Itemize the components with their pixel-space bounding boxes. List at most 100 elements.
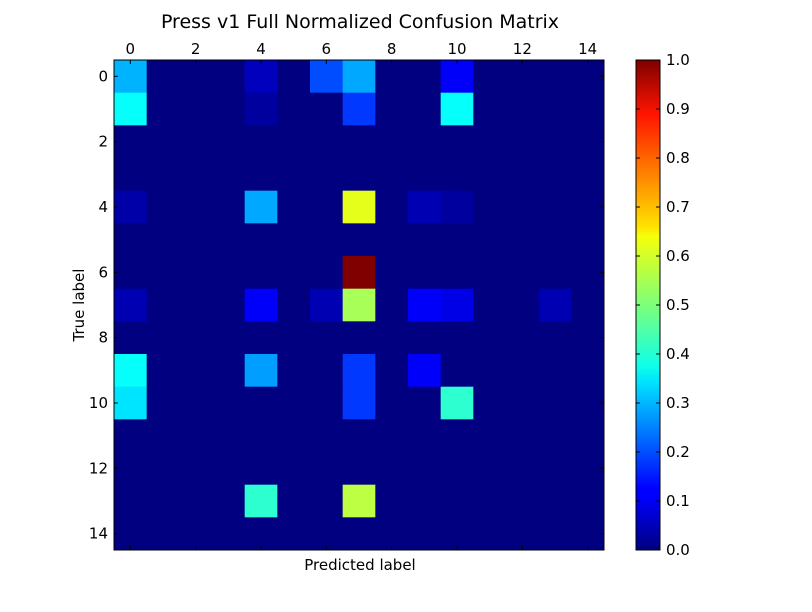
heatmap-cell xyxy=(146,354,180,388)
heatmap-cell xyxy=(473,386,507,420)
heatmap-cell xyxy=(506,452,540,486)
x-axis-ticks: 0 2 4 6 8 10 12 14 xyxy=(126,40,597,550)
heatmap-cell xyxy=(408,452,442,486)
heatmap-cell xyxy=(342,386,376,420)
heatmap-cell xyxy=(212,288,246,322)
heatmap-cell xyxy=(179,484,213,518)
colorbar-tick-label: 0.4 xyxy=(666,345,690,363)
heatmap-cell xyxy=(538,256,572,290)
heatmap-cell xyxy=(342,517,376,551)
x-tick-label: 6 xyxy=(322,40,332,58)
heatmap-cell xyxy=(538,223,572,257)
heatmap-cell xyxy=(571,321,605,355)
heatmap-cell xyxy=(244,92,278,126)
y-tick-label: 6 xyxy=(98,263,108,281)
heatmap-cell xyxy=(114,517,148,551)
heatmap-cell xyxy=(538,419,572,453)
heatmap-cell xyxy=(114,354,148,388)
heatmap-cell xyxy=(310,60,344,94)
heatmap-cell xyxy=(114,256,148,290)
heatmap-cell xyxy=(310,158,344,192)
heatmap-cell xyxy=(506,386,540,420)
heatmap-cell xyxy=(277,288,311,322)
heatmap-cell xyxy=(146,256,180,290)
heatmap-cell xyxy=(342,223,376,257)
heatmap-cell xyxy=(375,484,409,518)
heatmap-cell xyxy=(277,60,311,94)
colorbar-tick-label: 0.0 xyxy=(666,541,690,559)
heatmap-cell xyxy=(114,223,148,257)
heatmap-cell xyxy=(538,321,572,355)
heatmap-cell xyxy=(212,484,246,518)
heatmap-cell xyxy=(342,158,376,192)
heatmap-cell xyxy=(408,321,442,355)
heatmap-cell xyxy=(244,125,278,159)
heatmap-cell xyxy=(571,484,605,518)
heatmap-cell xyxy=(375,92,409,126)
heatmap-cell xyxy=(179,60,213,94)
heatmap-cells xyxy=(114,60,605,551)
heatmap-cell xyxy=(179,158,213,192)
heatmap-cell xyxy=(473,92,507,126)
heatmap-cell xyxy=(212,223,246,257)
heatmap-cell xyxy=(473,288,507,322)
heatmap-cell xyxy=(440,484,474,518)
x-tick-label: 10 xyxy=(447,40,466,58)
heatmap-cell xyxy=(473,452,507,486)
heatmap-cell xyxy=(244,484,278,518)
heatmap-cell xyxy=(244,256,278,290)
heatmap-cell xyxy=(538,92,572,126)
heatmap-cell xyxy=(506,288,540,322)
colorbar-tick-label: 0.8 xyxy=(666,149,690,167)
heatmap-cell xyxy=(342,321,376,355)
heatmap-cell xyxy=(375,190,409,224)
heatmap-cell xyxy=(244,452,278,486)
heatmap-cell xyxy=(179,386,213,420)
heatmap-cell xyxy=(506,419,540,453)
heatmap-cell xyxy=(342,60,376,94)
heatmap-cell xyxy=(408,190,442,224)
heatmap-cell xyxy=(473,256,507,290)
heatmap-cell xyxy=(244,60,278,94)
heatmap-cell xyxy=(342,452,376,486)
heatmap-cell xyxy=(375,354,409,388)
heatmap-cell xyxy=(571,288,605,322)
colorbar-tick-label: 0.5 xyxy=(666,296,690,314)
heatmap-cell xyxy=(146,452,180,486)
heatmap-cell xyxy=(277,452,311,486)
heatmap-cell xyxy=(538,484,572,518)
colorbar-tick-label: 0.7 xyxy=(666,198,690,216)
heatmap-cell xyxy=(375,452,409,486)
x-tick-label: 12 xyxy=(513,40,532,58)
heatmap-cell xyxy=(538,60,572,94)
heatmap-cell xyxy=(473,125,507,159)
heatmap-cell xyxy=(506,190,540,224)
heatmap-cell xyxy=(571,158,605,192)
heatmap-cell xyxy=(179,354,213,388)
heatmap-cell xyxy=(473,321,507,355)
heatmap-cell xyxy=(506,484,540,518)
heatmap-cell xyxy=(440,321,474,355)
heatmap-cell xyxy=(310,354,344,388)
heatmap-cell xyxy=(538,517,572,551)
heatmap-cell xyxy=(375,321,409,355)
y-tick-label: 8 xyxy=(98,329,108,347)
chart-title: Press v1 Full Normalized Confusion Matri… xyxy=(161,11,559,33)
heatmap-cell xyxy=(146,60,180,94)
heatmap-cell xyxy=(538,386,572,420)
heatmap-cell xyxy=(408,517,442,551)
heatmap-cell xyxy=(277,158,311,192)
colorbar-ticks: 0.0 0.1 0.2 0.3 0.4 0.5 0.6 0.7 0.8 0.9 1.0 xyxy=(636,51,690,559)
heatmap-cell xyxy=(571,92,605,126)
heatmap-cell xyxy=(571,386,605,420)
heatmap-cell xyxy=(506,60,540,94)
heatmap-cell xyxy=(408,288,442,322)
y-tick-label: 10 xyxy=(89,394,108,412)
heatmap-cell xyxy=(179,223,213,257)
heatmap-cell xyxy=(473,190,507,224)
y-tick-label: 12 xyxy=(89,459,108,477)
y-tick-label: 14 xyxy=(89,525,108,543)
heatmap-cell xyxy=(538,125,572,159)
heatmap-cell xyxy=(212,92,246,126)
heatmap-cell xyxy=(146,386,180,420)
